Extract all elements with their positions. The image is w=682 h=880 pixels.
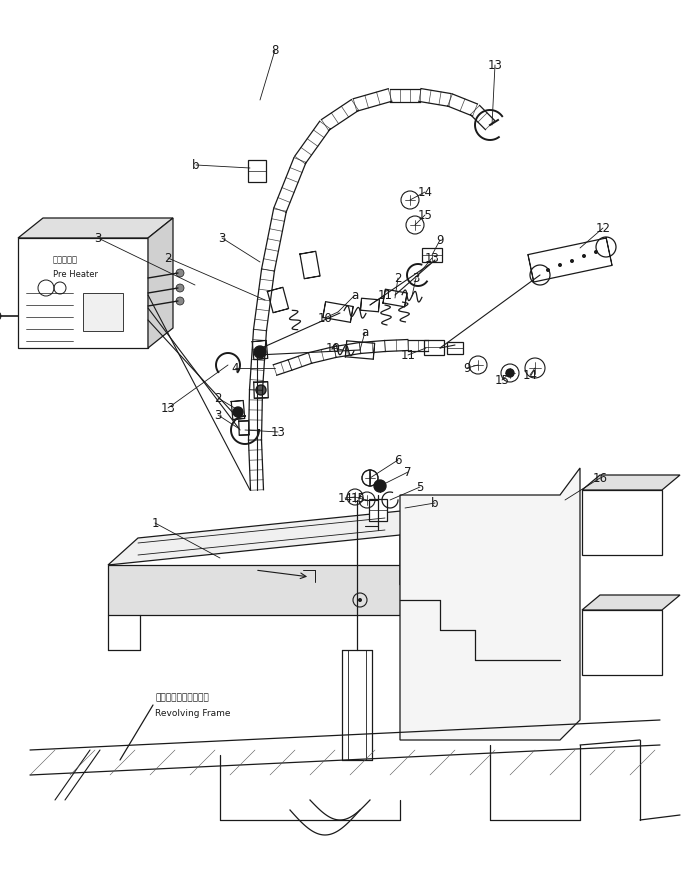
Bar — [369, 499, 387, 521]
Text: 2: 2 — [214, 392, 222, 405]
Text: 13: 13 — [271, 426, 286, 438]
Text: 3: 3 — [218, 231, 226, 245]
Text: 15: 15 — [351, 492, 366, 504]
Bar — [582, 610, 662, 675]
Circle shape — [176, 284, 184, 292]
Polygon shape — [148, 218, 173, 348]
Bar — [83, 293, 123, 331]
Circle shape — [374, 480, 386, 492]
Text: 14: 14 — [417, 186, 432, 199]
Text: 14: 14 — [522, 369, 537, 382]
Circle shape — [558, 263, 562, 267]
Text: Revolving Frame: Revolving Frame — [155, 708, 231, 717]
Polygon shape — [582, 475, 680, 490]
Text: 13: 13 — [488, 58, 503, 71]
Text: 11: 11 — [400, 348, 415, 362]
Text: 9: 9 — [463, 362, 471, 375]
Circle shape — [233, 407, 243, 417]
Polygon shape — [108, 565, 400, 615]
Text: 6: 6 — [394, 453, 402, 466]
Text: 7: 7 — [404, 466, 412, 479]
Polygon shape — [582, 595, 680, 610]
Text: 15: 15 — [417, 209, 432, 222]
Bar — [447, 342, 463, 354]
Polygon shape — [108, 508, 430, 565]
Bar — [422, 248, 442, 262]
Text: 13: 13 — [425, 252, 439, 265]
Text: 11: 11 — [378, 289, 393, 302]
Text: 2: 2 — [394, 272, 402, 284]
Text: 13: 13 — [160, 401, 175, 414]
Bar — [18, 238, 148, 348]
Circle shape — [256, 385, 266, 395]
Text: 2: 2 — [164, 252, 172, 265]
Circle shape — [0, 311, 1, 321]
Text: 3: 3 — [214, 408, 222, 422]
Text: a: a — [351, 289, 359, 302]
Circle shape — [254, 346, 266, 358]
Bar — [248, 160, 266, 182]
Text: 1: 1 — [151, 517, 159, 530]
Text: a: a — [361, 326, 369, 339]
Circle shape — [570, 259, 574, 263]
Text: 3: 3 — [94, 231, 102, 245]
Text: 3: 3 — [413, 272, 419, 284]
Text: 10: 10 — [325, 341, 340, 355]
Text: 4: 4 — [231, 362, 239, 375]
Text: 15: 15 — [494, 373, 509, 386]
Bar — [424, 340, 444, 355]
Circle shape — [176, 297, 184, 305]
Text: 10: 10 — [318, 312, 332, 325]
Circle shape — [176, 269, 184, 277]
Polygon shape — [400, 508, 430, 585]
Circle shape — [582, 254, 586, 258]
Text: Pre Heater: Pre Heater — [53, 269, 98, 278]
Text: 8: 8 — [271, 43, 279, 56]
Bar — [582, 490, 662, 555]
Text: プレヒータ: プレヒータ — [53, 255, 78, 265]
Text: 9: 9 — [436, 233, 444, 246]
Circle shape — [546, 268, 550, 272]
Text: 12: 12 — [595, 222, 610, 234]
Text: 5: 5 — [416, 480, 424, 494]
Circle shape — [358, 598, 362, 602]
Polygon shape — [400, 468, 580, 740]
Text: b: b — [431, 496, 439, 510]
Text: 14: 14 — [338, 492, 353, 504]
Text: 16: 16 — [593, 472, 608, 485]
Polygon shape — [18, 218, 173, 238]
Circle shape — [506, 369, 514, 377]
Text: レボルビングフレーム: レボルビングフレーム — [155, 693, 209, 702]
Circle shape — [594, 250, 598, 254]
Text: b: b — [192, 158, 200, 172]
